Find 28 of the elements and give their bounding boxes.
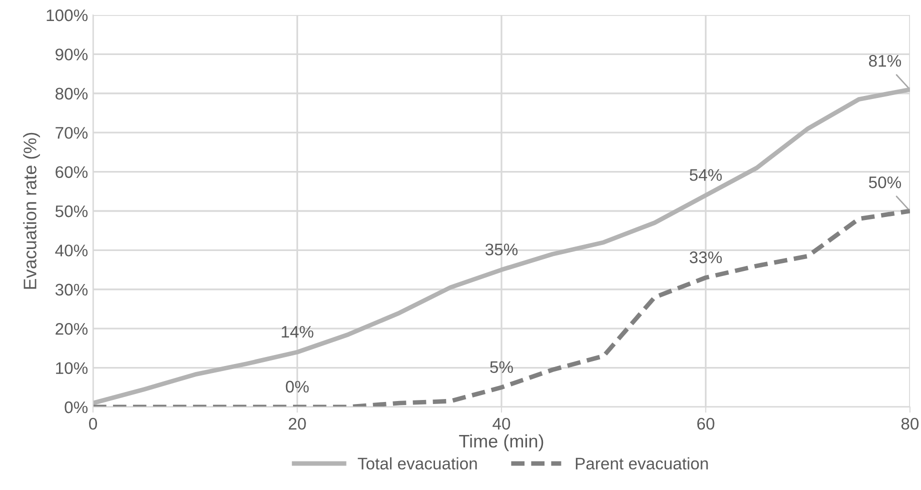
- x-tick-label: 0: [89, 418, 98, 430]
- annotation: 33%: [690, 251, 722, 264]
- y-tick-label: 90%: [56, 48, 88, 60]
- x-axis-title: Time (min): [459, 434, 544, 452]
- annotation: 14%: [282, 326, 314, 338]
- y-tick-label: 80%: [56, 88, 88, 100]
- annotation: 35%: [485, 244, 518, 256]
- legend-label: Parent evacuation: [576, 457, 708, 470]
- annotation: 54%: [690, 169, 722, 181]
- y-tick-label: 60%: [56, 166, 88, 178]
- x-tick-label: 40: [492, 418, 510, 430]
- annotation: 50%: [868, 176, 902, 188]
- y-tick-label: 50%: [55, 205, 88, 218]
- y-tick-label: 100%: [46, 9, 88, 22]
- y-tick-label: 70%: [56, 126, 88, 139]
- y-tick-label: 40%: [55, 244, 88, 256]
- y-tick-label: 0%: [64, 401, 88, 414]
- legend-label: Total evacuation: [358, 457, 477, 470]
- y-tick-label: 20%: [56, 322, 88, 335]
- annotation: 0%: [286, 380, 309, 393]
- x-tick-label: 60: [697, 418, 714, 430]
- x-tick-label: 20: [288, 418, 306, 430]
- annotation: 81%: [868, 54, 902, 67]
- x-tick-label: 80: [901, 418, 919, 430]
- y-axis-title: Evacuation rate (%): [23, 132, 40, 289]
- y-tick-label: 30%: [55, 284, 88, 296]
- y-tick-label: 10%: [56, 362, 88, 374]
- annotation: 5%: [490, 361, 513, 373]
